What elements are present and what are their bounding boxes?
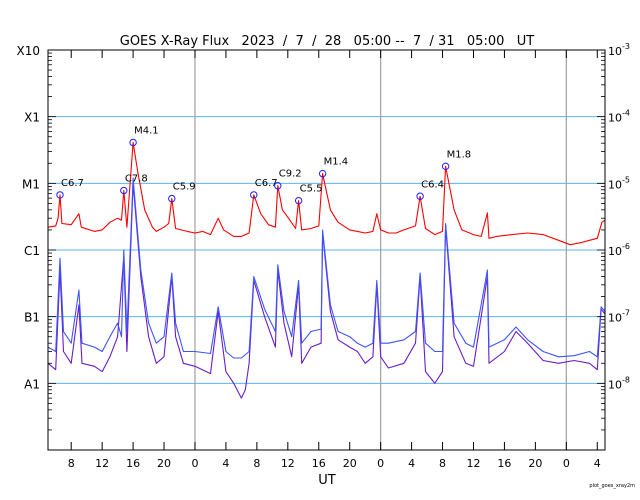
y-flux-label-exponent: -7 <box>622 309 630 318</box>
flare-label: M1.8 <box>447 149 472 160</box>
x-tick-label: 4 <box>594 457 601 470</box>
x-tick-label: 4 <box>408 457 415 470</box>
y-class-label: A1 <box>24 377 40 391</box>
flare-label: C7.8 <box>125 174 148 185</box>
x-tick-label: 0 <box>377 457 384 470</box>
flare-label: C9.2 <box>279 169 302 180</box>
flare-marker <box>129 138 137 147</box>
x-tick-label: 20 <box>343 457 357 470</box>
x-tick-label: 12 <box>95 457 109 470</box>
y-flux-label-exponent: -6 <box>622 242 630 251</box>
x-tick-label: 8 <box>253 457 260 470</box>
series-line-long <box>47 141 606 246</box>
footer-label: plot_goes_xray2m <box>589 483 635 489</box>
flare-label: M4.1 <box>134 125 159 136</box>
y-flux-label-base: 10 <box>608 312 622 325</box>
x-tick-label: 0 <box>191 457 198 470</box>
x-axis-label: UT <box>318 473 336 488</box>
flare-marker <box>416 192 424 200</box>
y-class-label: C1 <box>24 244 40 258</box>
axes-layer: 8 12 16 20 0 4 8 12 16 20 0 4 8 12 16 20 0 4 X10 X1 M1 C1 B1 A1… <box>17 42 630 470</box>
flare-label: C5.9 <box>173 182 196 193</box>
flare-marker <box>250 191 258 199</box>
flare-marker <box>441 162 450 171</box>
y-class-label: X1 <box>24 111 40 125</box>
flare-marker <box>274 182 282 190</box>
y-flux-label-exponent: -8 <box>622 375 630 384</box>
flare-label: C6.4 <box>421 179 444 190</box>
x-tick-label: 20 <box>157 457 171 470</box>
flare-marker <box>318 169 327 178</box>
x-tick-label: 8 <box>439 457 446 470</box>
x-tick-label: 12 <box>466 457 480 470</box>
y-class-label: B1 <box>24 311 40 325</box>
x-tick-label: 12 <box>281 457 295 470</box>
flare-marker <box>168 194 176 203</box>
x-tick-label: 16 <box>312 457 326 470</box>
x-tick-label: 20 <box>528 457 542 470</box>
x-tick-label: 4 <box>222 457 229 470</box>
flare-marker <box>120 186 128 195</box>
y-class-label: X10 <box>17 44 41 58</box>
y-flux-label-base: 10 <box>608 378 622 391</box>
flare-marker <box>294 196 303 205</box>
y-flux-label-base: 10 <box>608 245 622 258</box>
grid-layer <box>48 50 605 450</box>
x-tick-label: 16 <box>497 457 511 470</box>
flare-marker <box>56 191 64 199</box>
flare-annotations: C6.7 C7.8M4.1C5.9 C6.7C9.2C5.5M1.4C6.4M1.8 <box>56 125 472 205</box>
series-layer <box>47 141 606 399</box>
series-line-short <box>47 177 606 359</box>
flare-label: C6.7 <box>61 178 84 189</box>
x-tick-label: 0 <box>563 457 570 470</box>
y-flux-label-base: 10 <box>608 178 622 191</box>
y-flux-label-base: 10 <box>608 45 622 58</box>
y-flux-label-base: 10 <box>608 112 622 125</box>
y-class-label: M1 <box>22 177 40 191</box>
chart-title: GOES X-Ray Flux 2023 / 7 / 28 05:00 -- 7… <box>120 34 535 49</box>
y-flux-label-exponent: -4 <box>622 109 630 118</box>
flare-label: C6.7 <box>255 178 278 189</box>
flare-label: M1.4 <box>324 157 349 168</box>
y-flux-label-exponent: -5 <box>622 175 630 184</box>
x-tick-label: 16 <box>126 457 140 470</box>
flare-label: C5.5 <box>300 184 323 195</box>
x-tick-label: 8 <box>68 457 75 470</box>
y-flux-label-exponent: -3 <box>622 42 630 51</box>
